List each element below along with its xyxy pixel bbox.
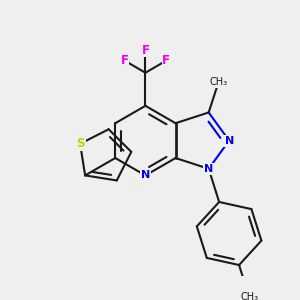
Text: S: S — [76, 137, 84, 150]
Text: N: N — [224, 136, 234, 146]
Text: CH₃: CH₃ — [240, 292, 258, 300]
Text: F: F — [121, 54, 128, 67]
Text: CH₃: CH₃ — [209, 77, 227, 87]
Text: F: F — [141, 44, 149, 57]
Text: F: F — [162, 54, 170, 67]
Text: N: N — [204, 164, 213, 174]
Text: N: N — [141, 170, 150, 180]
